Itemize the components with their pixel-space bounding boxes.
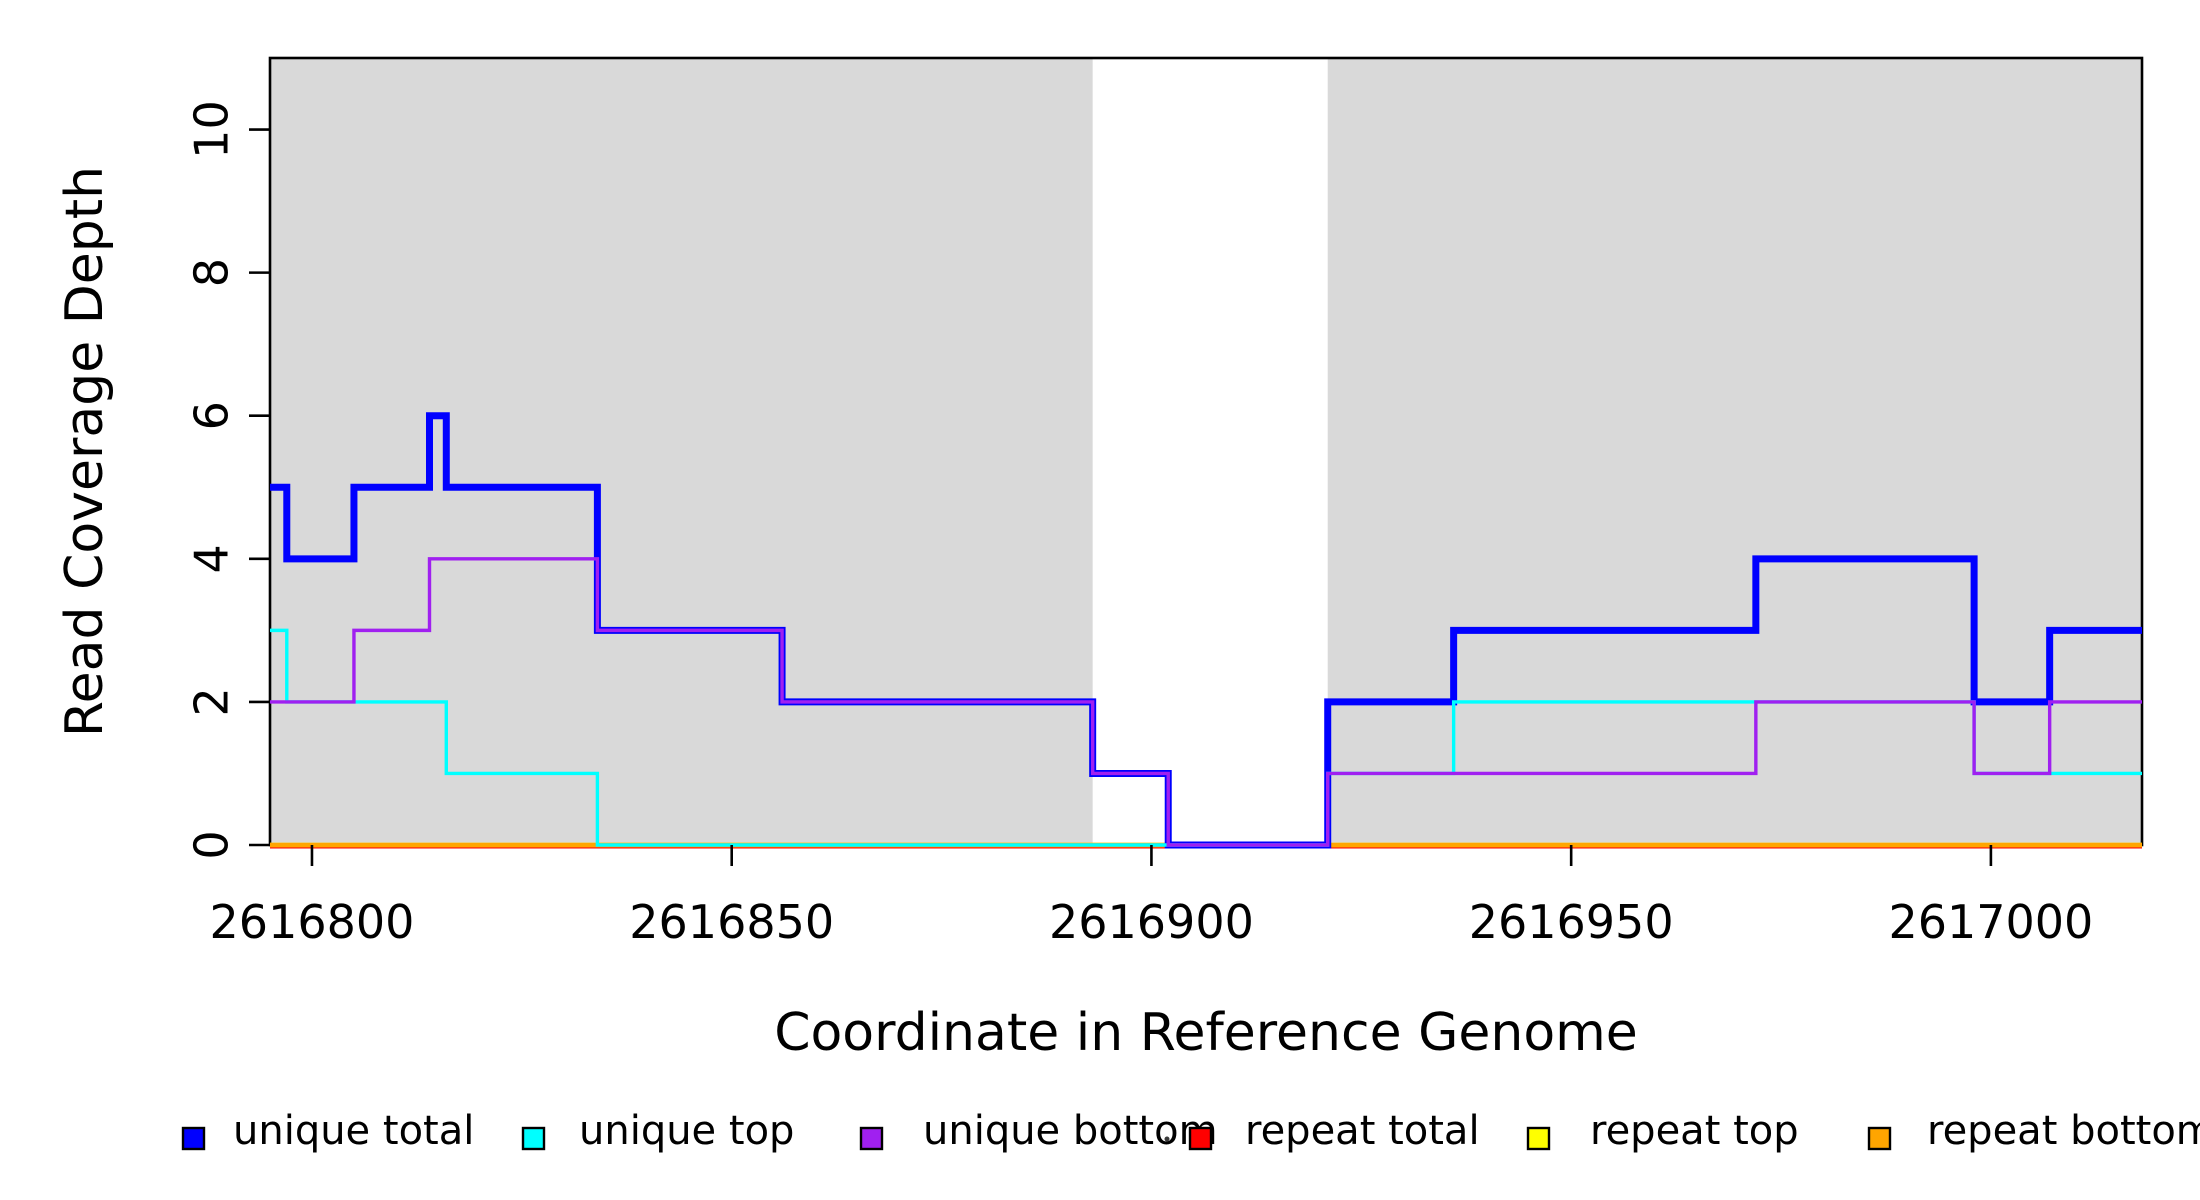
legend-swatch [181, 1126, 206, 1151]
legend-item-unique-bottom: unique bottom [859, 1108, 1218, 1154]
legend-item-repeat-bottom: repeat bottom [1867, 1108, 2200, 1154]
legend-label: unique top [579, 1108, 794, 1154]
y-tick-label: 10 [185, 100, 239, 159]
x-tick-label: 2616850 [629, 895, 834, 949]
legend-label: unique total [233, 1108, 474, 1154]
series-unique-bottom [270, 557, 2142, 847]
legend-label: repeat total [1245, 1108, 1480, 1154]
legend-swatch [859, 1126, 884, 1151]
shaded-region [270, 58, 1093, 845]
legend-label: unique bottom [923, 1108, 1218, 1154]
legend-item-repeat-top: repeat top [1526, 1108, 1799, 1154]
y-tick-label: 6 [185, 401, 239, 430]
repeat-region-shading [270, 58, 2142, 845]
x-axis-title: Coordinate in Reference Genome [774, 1003, 1638, 1063]
coverage-series-lines [270, 412, 2142, 849]
y-axis: 0 2 4 6 8 10 [185, 100, 270, 860]
y-tick-label: 0 [185, 830, 239, 859]
legend-swatch [1867, 1126, 1892, 1151]
legend: unique total unique top unique bottom repea… [181, 1108, 2200, 1154]
legend-item-repeat-total: repeat total [1188, 1108, 1480, 1154]
y-axis-title: Read Coverage Depth [55, 166, 115, 737]
x-tick-label: 2616950 [1469, 895, 1674, 949]
legend-swatch [1188, 1126, 1213, 1151]
stray-dot-artifact [1164, 1136, 1170, 1142]
legend-swatch [1526, 1126, 1551, 1151]
legend-item-unique-total: unique total [181, 1108, 474, 1154]
y-tick-label: 8 [185, 258, 239, 287]
legend-label: repeat bottom [1927, 1108, 2200, 1154]
legend-label: repeat top [1590, 1108, 1799, 1154]
legend-item-unique-top: unique top [521, 1108, 794, 1154]
x-tick-label: 2617000 [1888, 895, 2093, 949]
y-tick-label: 2 [185, 687, 239, 716]
x-tick-label: 2616900 [1049, 895, 1254, 949]
legend-swatch [521, 1126, 546, 1151]
x-tick-label: 2616800 [210, 895, 415, 949]
y-tick-label: 4 [185, 544, 239, 573]
shaded-region [1327, 58, 2142, 845]
x-axis: 2616800 2616850 2616900 2616950 2617000 [210, 845, 2093, 949]
